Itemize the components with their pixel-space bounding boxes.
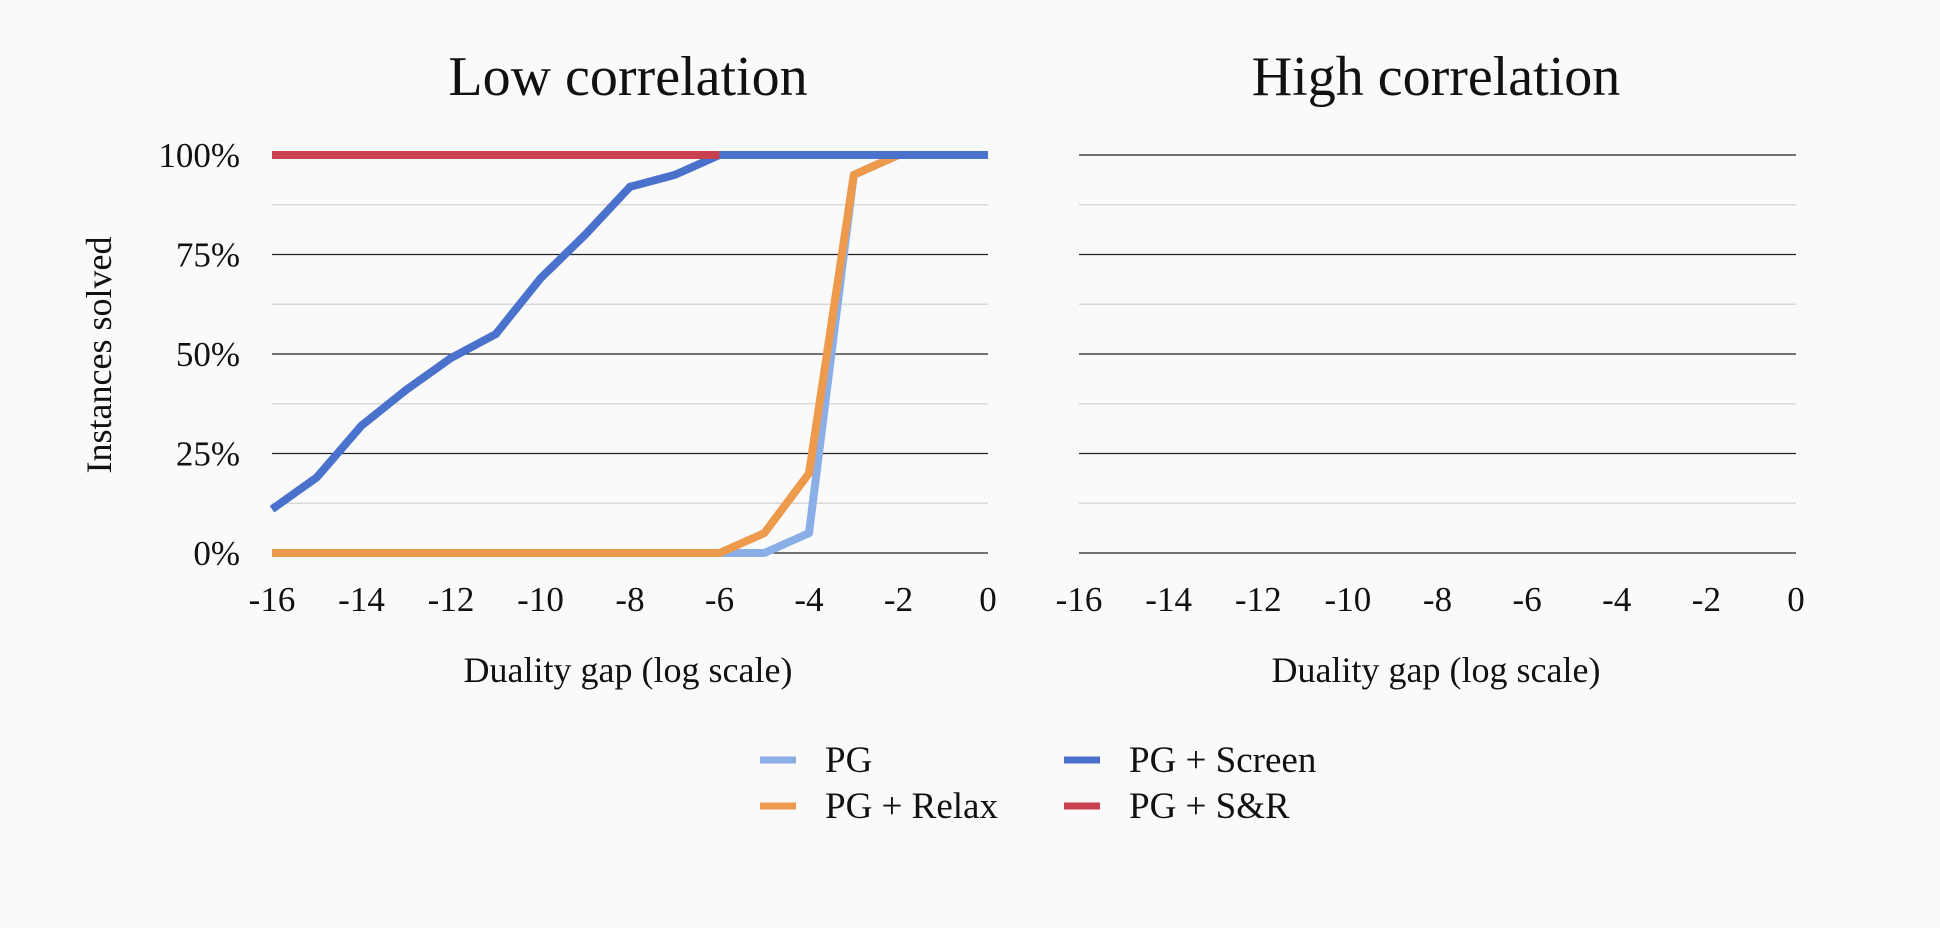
legend-label: PG + Relax xyxy=(825,786,998,827)
y-tick-label: 25% xyxy=(176,435,240,474)
legend-item-pg: PG xyxy=(760,740,872,781)
x-tick-label: -6 xyxy=(705,580,734,619)
legend: PG PG + Screen PG + Relax PG + S&R xyxy=(760,740,1316,827)
x-tick-label: -4 xyxy=(794,580,823,619)
x-tick-label: 0 xyxy=(979,580,997,619)
x-tick-label: 0 xyxy=(1787,580,1805,619)
y-axis-label: Instances solved xyxy=(79,237,119,474)
x-tick-label: -6 xyxy=(1513,580,1542,619)
legend-item-pg-relax: PG + Relax xyxy=(760,786,998,827)
x-tick-label: -10 xyxy=(517,580,564,619)
x-tick-label: -12 xyxy=(1235,580,1282,619)
x-tick-label: -10 xyxy=(1325,580,1372,619)
series-line-pg-screen xyxy=(269,151,988,513)
x-tick-label: -16 xyxy=(1056,580,1103,619)
gridlines xyxy=(1079,154,1796,554)
panel-high-correlation: High correlation -16 -14 -12 -10 -8 -6 -4 -2 0 D… xyxy=(1056,46,1805,690)
x-tick-labels: -16 -14 -12 -10 -8 -6 -4 -2 0 xyxy=(249,580,997,619)
x-tick-label: -2 xyxy=(1692,580,1721,619)
y-tick-label: 100% xyxy=(158,136,240,175)
gridlines xyxy=(272,154,988,554)
x-tick-label: -12 xyxy=(428,580,475,619)
x-axis-label: Duality gap (log scale) xyxy=(1272,650,1601,690)
x-tick-label: -4 xyxy=(1602,580,1631,619)
panel-title-low-correlation: Low correlation xyxy=(448,46,807,108)
panel-low-correlation: Low correlation 0%25%50%75%100% -16 -14 -1… xyxy=(79,46,997,690)
legend-item-pg-screen: PG + Screen xyxy=(1064,740,1316,781)
legend-label: PG xyxy=(825,740,872,781)
legend-label: PG + S&R xyxy=(1129,786,1290,827)
x-tick-label: -2 xyxy=(884,580,913,619)
series-line-pg-relax xyxy=(272,151,988,557)
x-tick-label: -8 xyxy=(615,580,644,619)
x-tick-label: -14 xyxy=(1145,580,1192,619)
x-axis-label: Duality gap (log scale) xyxy=(464,650,793,690)
x-tick-label: -14 xyxy=(338,580,385,619)
y-tick-label: 0% xyxy=(193,534,240,573)
y-tick-label: 75% xyxy=(176,236,240,275)
legend-label: PG + Screen xyxy=(1129,740,1316,781)
x-tick-label: -8 xyxy=(1423,580,1452,619)
y-tick-label: 50% xyxy=(176,335,240,374)
x-tick-labels: -16 -14 -12 -10 -8 -6 -4 -2 0 xyxy=(1056,580,1805,619)
legend-item-pg-sr: PG + S&R xyxy=(1064,786,1290,827)
series-lines xyxy=(269,151,988,557)
panel-title-high-correlation: High correlation xyxy=(1252,46,1621,108)
x-tick-label: -16 xyxy=(249,580,296,619)
y-tick-labels: 0% 25% 50% 75% 100% xyxy=(158,136,240,573)
